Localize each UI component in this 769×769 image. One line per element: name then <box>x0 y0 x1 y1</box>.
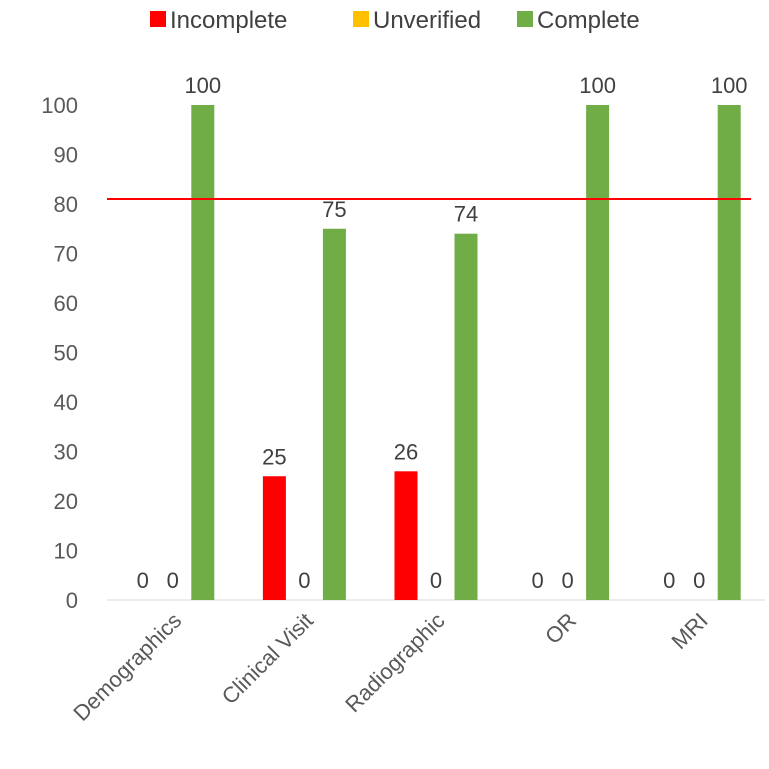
legend-label-0: Incomplete <box>170 7 287 34</box>
data-label: 0 <box>137 568 149 593</box>
x-tick-label: MRI <box>667 608 713 654</box>
bar <box>717 105 741 600</box>
data-label: 0 <box>693 568 705 593</box>
x-tick-label: Demographics <box>68 608 186 726</box>
legend-swatch-2 <box>517 11 533 27</box>
legend-label-2: Complete <box>537 7 640 34</box>
legend: Incomplete Unverified Complete <box>150 7 640 34</box>
y-tick-label: 40 <box>54 390 78 415</box>
data-label: 100 <box>184 73 221 98</box>
legend-swatch-0 <box>150 11 166 27</box>
data-label: 25 <box>262 444 286 469</box>
data-label: 0 <box>531 568 543 593</box>
y-tick-label: 30 <box>54 440 78 465</box>
y-tick-label: 90 <box>54 143 78 168</box>
bar <box>191 105 215 600</box>
y-tick-label: 10 <box>54 539 78 564</box>
legend-label-1: Unverified <box>373 7 481 34</box>
data-label: 0 <box>167 568 179 593</box>
data-label: 0 <box>663 568 675 593</box>
data-label: 0 <box>561 568 573 593</box>
y-axis: 0 10 20 30 40 50 60 70 80 90 100 <box>41 93 78 613</box>
y-tick-label: 0 <box>66 588 78 613</box>
y-tick-label: 50 <box>54 341 78 366</box>
data-label: 75 <box>322 197 346 222</box>
bar <box>394 471 418 600</box>
data-label: 100 <box>711 73 748 98</box>
legend-swatch-1 <box>353 11 369 27</box>
x-tick-label: OR <box>540 608 581 649</box>
x-tick-label: Clinical Visit <box>217 608 318 709</box>
data-label: 74 <box>454 202 478 227</box>
y-tick-label: 60 <box>54 291 78 316</box>
bar <box>322 228 346 600</box>
x-axis: Demographics Clinical Visit Radiographic OR… <box>68 599 765 726</box>
bar <box>262 476 286 600</box>
data-label: 0 <box>298 568 310 593</box>
data-label: 100 <box>579 73 616 98</box>
y-tick-label: 100 <box>41 93 78 118</box>
y-tick-label: 80 <box>54 192 78 217</box>
y-tick-label: 70 <box>54 242 78 267</box>
y-tick-label: 20 <box>54 489 78 514</box>
data-label: 26 <box>394 439 418 464</box>
bar <box>454 233 478 600</box>
bar <box>586 105 610 600</box>
bars <box>191 105 741 600</box>
data-label: 0 <box>430 568 442 593</box>
x-tick-label: Radiographic <box>340 608 449 717</box>
